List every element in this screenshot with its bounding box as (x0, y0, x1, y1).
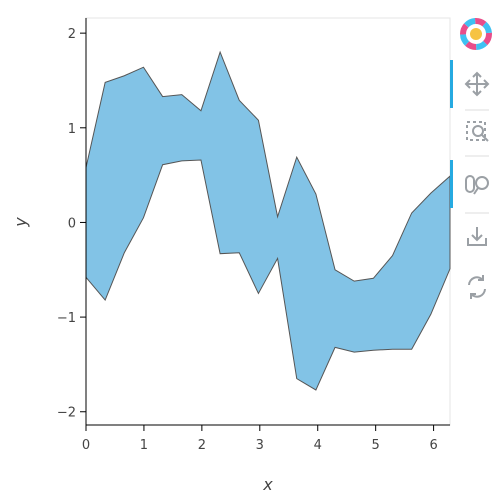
x-tick-label: 5 (372, 438, 380, 453)
y-tick-label: 0 (68, 216, 76, 231)
active-indicator (450, 60, 453, 108)
x-axis-label: x (262, 475, 273, 494)
x-tick-label: 6 (429, 438, 437, 453)
toolbar (450, 18, 492, 299)
bokeh-logo[interactable] (460, 18, 492, 50)
pan-tool[interactable] (464, 71, 490, 97)
y-tick-label: 2 (68, 27, 76, 42)
wheel-zoom-tool[interactable] (465, 175, 489, 195)
save-tool[interactable] (467, 227, 487, 246)
area (85, 50, 451, 391)
x-tick-label: 3 (256, 438, 264, 453)
x-tick-label: 2 (198, 438, 206, 453)
box-zoom-tool[interactable] (466, 121, 489, 142)
x-tick-label: 4 (314, 438, 322, 453)
plot-area (85, 50, 451, 391)
reset-tool[interactable] (468, 275, 486, 299)
y-tick-label: −1 (57, 311, 76, 326)
active-indicator (450, 160, 453, 208)
y-tick-label: −2 (57, 406, 76, 421)
x-tick-label: 0 (82, 438, 90, 453)
x-tick-label: 1 (140, 438, 148, 453)
y-axis-label: y (11, 217, 30, 228)
y-tick-label: 1 (68, 122, 76, 137)
